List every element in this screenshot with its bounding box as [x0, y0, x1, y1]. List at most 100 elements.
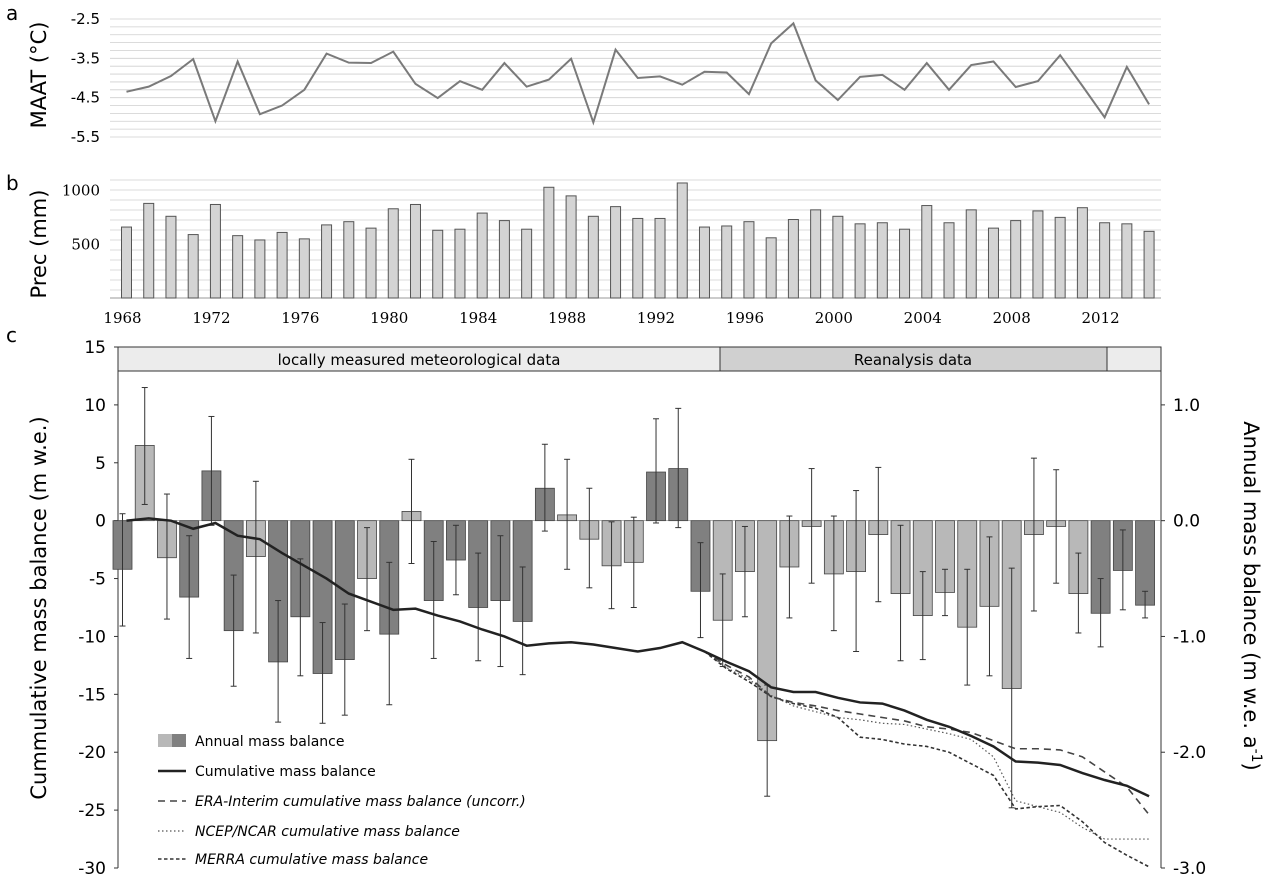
panel-b-bar	[899, 228, 911, 299]
panel-b-bar	[343, 221, 355, 299]
legend-merra-label: MERRA cumulative mass balance	[195, 852, 428, 868]
x-tick-label: 1984	[459, 309, 497, 327]
legend-swatch-annual-dark	[172, 734, 186, 747]
legend-cumulative-label: Cumulative mass balance	[195, 764, 376, 780]
panel-b-bar	[321, 224, 333, 299]
panel-b-bar	[743, 221, 755, 299]
legend-annual-label: Annual mass balance	[195, 734, 345, 750]
panel-b-bar	[721, 225, 733, 299]
panel-b: 1000 500 1968 1972 1976 1980 1984 1988 1992 1996 2…	[62, 179, 1161, 327]
panel-b-bar	[965, 209, 977, 299]
panel-b-bar	[232, 235, 244, 299]
x-tick-label: 2004	[904, 309, 942, 327]
x-tick-label: 2000	[815, 309, 853, 327]
panel-c-ytick: 0	[95, 512, 106, 532]
panel-a-ytick: -5.5	[71, 128, 100, 146]
x-tick-label: 1976	[281, 309, 319, 327]
panel-b-bar	[987, 227, 999, 299]
panel-b-bar	[854, 223, 866, 299]
panel-c-ytick: 5	[95, 454, 106, 474]
panel-b-bar	[1099, 222, 1111, 299]
panel-c-ytick: -15	[78, 685, 106, 705]
legend-swatch-annual-light	[158, 734, 172, 747]
panel-c-y2tick: -3.0	[1173, 859, 1206, 878]
panel-b-bar	[1076, 207, 1088, 299]
panel-b-bar	[165, 215, 177, 299]
x-tick-label: 2012	[1082, 309, 1120, 327]
panel-a: -2.5 -3.5 -4.5 -5.5	[71, 10, 1161, 146]
panel-b-bar	[298, 238, 310, 299]
panel-a-ytick: -3.5	[71, 49, 100, 67]
merra-line	[703, 650, 1150, 868]
source-bar-reanalysis-label: Reanalysis data	[854, 351, 972, 369]
panel-c-y2tick: 1.0	[1173, 396, 1200, 416]
panel-b-bar	[676, 182, 688, 299]
x-tick-label: 1992	[637, 309, 675, 327]
panel-a-ylabel: MAAT (°C)	[27, 22, 51, 129]
panel-c-ytick: 15	[84, 338, 106, 358]
panel-label-c: c	[6, 323, 17, 347]
panel-b-bar	[365, 227, 377, 299]
panel-b-ytick: 500	[71, 235, 100, 253]
panel-b-bar	[521, 228, 533, 299]
panel-b-bar	[498, 220, 510, 299]
panel-b-bar	[654, 217, 666, 299]
panel-b-bar	[143, 202, 155, 299]
panel-a-line	[126, 21, 1150, 126]
panel-a-ytick: -2.5	[71, 10, 100, 28]
panel-c-ylabel: Cummulative mass balance (m w.e.)	[27, 416, 51, 799]
panel-b-bar	[1032, 210, 1044, 299]
x-tick-label: 1988	[548, 309, 586, 327]
panel-c-y2tick: -2.0	[1173, 743, 1206, 763]
panel-b-bar	[1143, 230, 1155, 299]
panel-b-bar	[543, 186, 555, 299]
panel-c-ytick: -10	[78, 627, 106, 647]
panel-c-ytick: -30	[78, 859, 106, 878]
panel-b-ylabel: Prec (mm)	[27, 190, 51, 299]
panel-b-ytick: 1000	[62, 182, 100, 200]
panel-b-bar	[209, 203, 221, 299]
panel-b-bar	[432, 229, 444, 299]
source-bar-end	[1106, 346, 1162, 372]
panel-b-bar	[876, 222, 888, 299]
panel-b-bar	[565, 195, 577, 299]
panel-b-bar	[1054, 216, 1066, 299]
source-bar-local	[117, 346, 721, 372]
panel-b-bar	[187, 234, 199, 299]
panel-b-bar	[787, 219, 799, 299]
era-interim-line	[704, 650, 1150, 816]
panel-b-bar	[698, 226, 710, 299]
panel-a-ytick: -4.5	[71, 89, 100, 107]
x-tick-label: 1972	[192, 309, 230, 327]
panel-b-bar	[1121, 223, 1133, 299]
panel-c-y2tick: 0.0	[1173, 512, 1200, 532]
panel-c-y2tick: -1.0	[1173, 627, 1206, 647]
legend-ncep-label: NCEP/NCAR cumulative mass balance	[195, 824, 460, 840]
x-tick-label: 1996	[726, 309, 764, 327]
cumulative-mass-balance-line	[126, 517, 1150, 798]
panel-b-bar	[476, 212, 488, 299]
panel-b-bar	[810, 209, 822, 299]
panel-c-y2label: Annual mass balance (m w.e. a-1)	[1239, 421, 1264, 770]
source-bar-reanalysis	[719, 346, 1108, 372]
panel-b-bar	[587, 215, 599, 299]
panel-c: 15 10 5 0 -5 -10 -15 -20 -25 -30 1.0 0.0 -1.0 -2.0 -3.…	[78, 338, 1206, 878]
panel-c-ytick: 10	[84, 396, 106, 416]
panel-b-bar	[765, 237, 777, 299]
panel-b-bar	[921, 205, 933, 299]
panel-c-ytick: -25	[78, 801, 106, 821]
panel-b-bar	[832, 215, 844, 299]
source-bar-local-label: locally measured meteorological data	[278, 351, 561, 369]
x-tick-label: 2008	[993, 309, 1031, 327]
panel-b-bar	[276, 231, 288, 299]
panel-c-ytick: -5	[89, 570, 106, 590]
x-tick-label: 1968	[103, 309, 141, 327]
panel-b-bar	[254, 239, 266, 299]
panel-b-bar	[454, 228, 466, 299]
panel-b-bar	[387, 208, 399, 299]
panel-b-bar	[632, 217, 644, 299]
legend: Annual mass balance Cumulative mass bala…	[158, 734, 526, 868]
panel-b-bar	[1010, 220, 1022, 299]
panel-b-bar	[121, 226, 132, 299]
